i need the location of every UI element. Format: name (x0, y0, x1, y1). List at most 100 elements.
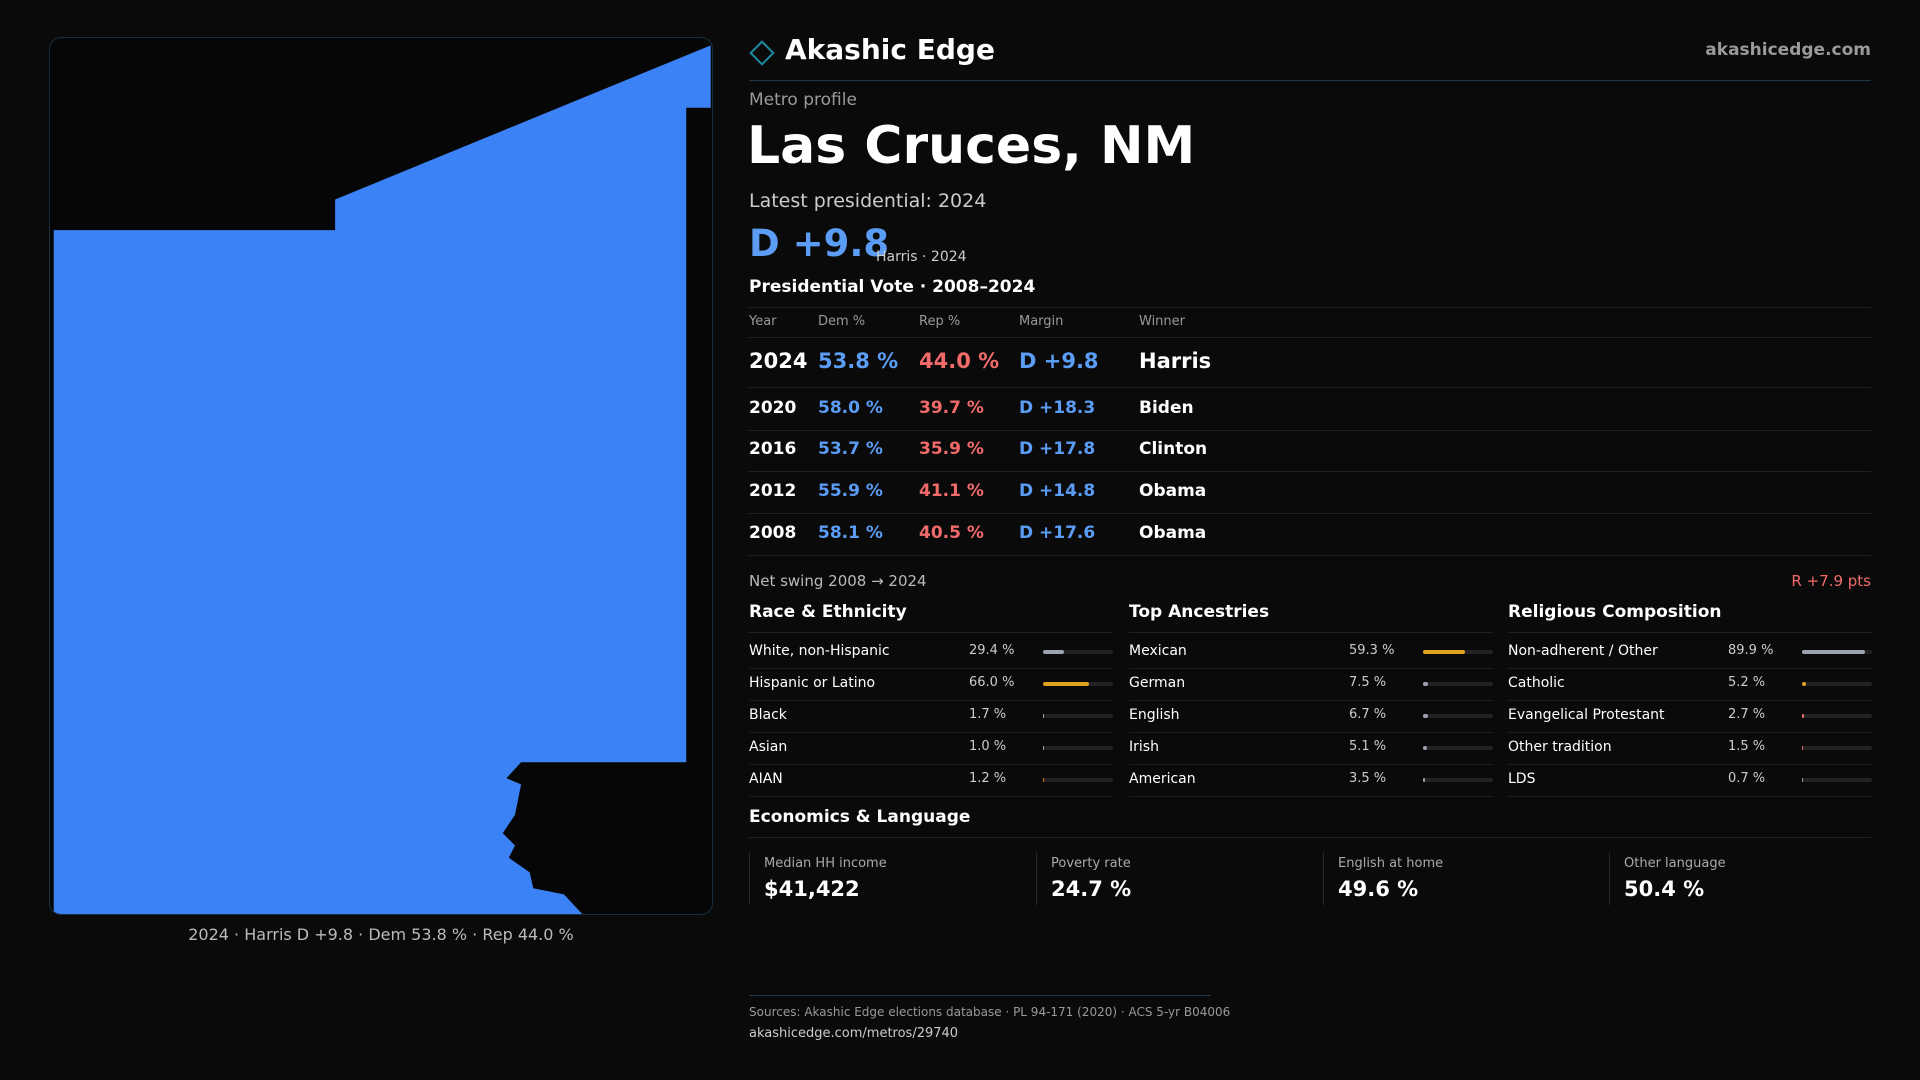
hr (749, 513, 1871, 514)
bar (1802, 778, 1803, 782)
cell: D +14.8 (1019, 481, 1096, 501)
hr (1508, 700, 1872, 701)
column-header: Rep % (919, 314, 961, 329)
item-label: Non-adherent / Other (1508, 643, 1658, 659)
bar (1802, 714, 1804, 718)
cell: 2016 (749, 439, 797, 459)
bar (1802, 650, 1865, 654)
map-caption: 2024 · Harris D +9.8 · Dem 53.8 % · Rep … (188, 925, 574, 944)
stat-divider (1036, 853, 1037, 905)
bar (1043, 682, 1090, 686)
item-label: Asian (749, 739, 788, 755)
logo (749, 40, 775, 66)
cell: 53.7 % (818, 439, 883, 459)
bar (1043, 714, 1045, 718)
sources: Sources: Akashic Edge elections database… (749, 1005, 1231, 1019)
hr (1129, 764, 1493, 765)
bar-track (1043, 714, 1113, 718)
headline-note: Harris · 2024 (876, 249, 967, 265)
bar (1802, 746, 1804, 750)
hr (749, 307, 1871, 308)
hr (1129, 632, 1493, 633)
cell: 40.5 % (919, 523, 984, 543)
cell: D +17.6 (1019, 523, 1096, 543)
item-value: 3.5 % (1349, 771, 1387, 786)
bar-track (1043, 650, 1113, 654)
hr (1508, 796, 1872, 797)
item-value: 6.7 % (1349, 707, 1387, 722)
item-label: German (1129, 675, 1186, 691)
swing-label: Net swing 2008 → 2024 (749, 572, 927, 590)
title: Las Cruces, NM (747, 116, 1196, 176)
hr (1508, 764, 1872, 765)
stat-value: $41,422 (764, 877, 860, 901)
bar (1043, 778, 1044, 782)
hr (749, 764, 1113, 765)
bar-track (1043, 746, 1113, 750)
bar-track (1043, 778, 1113, 782)
cell: Obama (1139, 523, 1207, 543)
bar-track (1423, 778, 1493, 782)
hr (1508, 632, 1872, 633)
stat-label: English at home (1338, 856, 1444, 871)
econ-title: Economics & Language (749, 807, 971, 827)
item-value: 1.5 % (1728, 739, 1766, 754)
item-label: White, non-Hispanic (749, 643, 890, 659)
item-value: 1.7 % (969, 707, 1007, 722)
hr (1129, 732, 1493, 733)
cell: 44.0 % (919, 349, 1000, 373)
panel-title: Race & Ethnicity (749, 602, 907, 622)
bar (1423, 682, 1429, 686)
cell: 58.0 % (818, 398, 883, 418)
column-header: Year (749, 314, 777, 329)
item-label: Other tradition (1508, 739, 1612, 755)
map-panel (49, 37, 713, 915)
kicker: Metro profile (749, 90, 857, 110)
hr (1129, 796, 1493, 797)
brand: Akashic Edge (785, 33, 995, 66)
cell: 58.1 % (818, 523, 883, 543)
item-label: American (1129, 771, 1196, 787)
stat-value: 49.6 % (1338, 877, 1419, 901)
stat-divider (1609, 853, 1610, 905)
hr (1508, 732, 1872, 733)
item-value: 5.1 % (1349, 739, 1387, 754)
hr (749, 668, 1113, 669)
item-value: 5.2 % (1728, 675, 1766, 690)
item-value: 29.4 % (969, 643, 1015, 658)
item-value: 1.0 % (969, 739, 1007, 754)
sources-url: akashicedge.com/metros/29740 (749, 1026, 959, 1041)
cell: Biden (1139, 398, 1194, 418)
cell: 2024 (749, 349, 808, 373)
stat-label: Median HH income (764, 856, 887, 871)
bar-track (1423, 746, 1493, 750)
hr (749, 632, 1113, 633)
item-label: Catholic (1508, 675, 1565, 691)
bar (1423, 746, 1427, 750)
bar (1043, 746, 1044, 750)
bar (1423, 650, 1465, 654)
item-label: Mexican (1129, 643, 1187, 659)
bar (1802, 682, 1806, 686)
cell: 2008 (749, 523, 797, 543)
bar-track (1423, 714, 1493, 718)
item-label: English (1129, 707, 1180, 723)
item-label: Evangelical Protestant (1508, 707, 1665, 723)
item-value: 66.0 % (969, 675, 1015, 690)
bar (1043, 650, 1064, 654)
item-value: 89.9 % (1728, 643, 1774, 658)
cell: 53.8 % (818, 349, 899, 373)
item-label: Irish (1129, 739, 1159, 755)
item-value: 1.2 % (969, 771, 1007, 786)
cell: D +18.3 (1019, 398, 1096, 418)
cell: 41.1 % (919, 481, 984, 501)
county-shape (53, 45, 711, 914)
bar (1423, 778, 1426, 782)
column-header: Winner (1139, 314, 1186, 329)
hr (749, 700, 1113, 701)
cell: D +17.8 (1019, 439, 1096, 459)
cell: 2012 (749, 481, 797, 501)
item-label: LDS (1508, 771, 1536, 787)
hr (749, 430, 1871, 431)
